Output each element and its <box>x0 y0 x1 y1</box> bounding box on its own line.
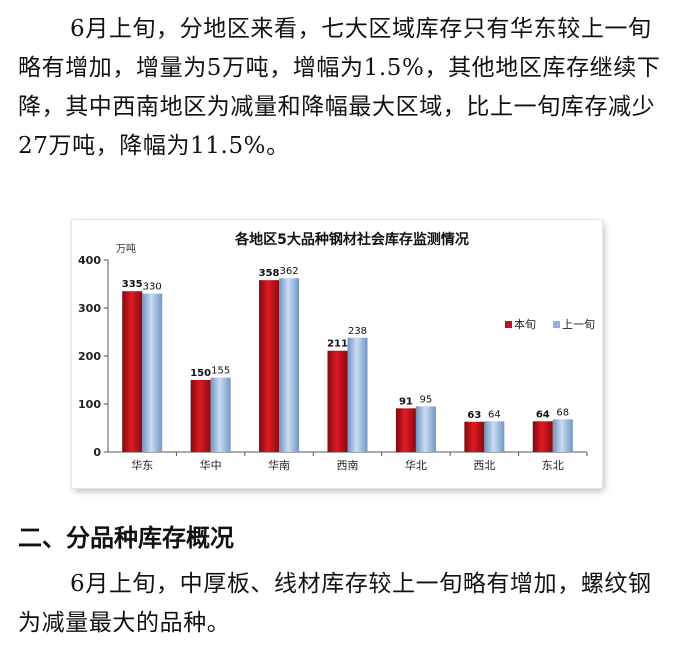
y-tick-label: 200 <box>78 350 101 363</box>
y-tick-label: 100 <box>78 398 101 411</box>
x-category-label: 东北 <box>542 459 564 472</box>
bar-current <box>190 380 211 452</box>
bar-value-label: 63 <box>467 410 481 421</box>
bar-current <box>532 421 553 452</box>
bar-value-label: 95 <box>420 394 433 405</box>
x-category-label: 西南 <box>337 459 359 472</box>
bar-value-label: 64 <box>488 409 501 420</box>
bar-previous <box>142 293 163 452</box>
bar-previous <box>484 421 505 452</box>
y-tick-label: 0 <box>93 446 101 459</box>
y-tick-label: 300 <box>78 302 101 315</box>
x-category-label: 华南 <box>268 458 290 472</box>
bar-value-label: 91 <box>399 396 413 407</box>
bar-value-label: 358 <box>259 268 280 279</box>
chart-title: 各地区5大品种钢材社会库存监测情况 <box>234 231 469 248</box>
bar-previous <box>415 406 436 452</box>
bar-value-label: 155 <box>211 366 230 377</box>
bar-value-label: 238 <box>348 326 367 337</box>
section-heading: 二、分品种库存概况 <box>18 524 234 552</box>
bar-value-label: 362 <box>280 266 299 277</box>
x-category-label: 华北 <box>405 458 427 472</box>
bar-current <box>395 408 416 452</box>
x-category-label: 西北 <box>473 459 495 472</box>
x-category-label: 华东 <box>131 458 153 472</box>
bar-previous <box>210 377 231 452</box>
legend-swatch <box>553 321 560 328</box>
bar-current <box>464 421 485 452</box>
bar-value-label: 211 <box>327 339 348 350</box>
bar-previous <box>279 278 300 452</box>
paragraph-region-inventory: 6月上旬，分地区来看，七大区域库存只有华东较上一旬略有增加，增量为5万吨，增幅为… <box>18 16 661 159</box>
bar-value-label: 64 <box>536 409 550 420</box>
bar-previous <box>552 419 573 452</box>
legend-swatch <box>505 321 512 328</box>
bar-current <box>259 280 280 452</box>
bar-value-label: 68 <box>556 407 569 418</box>
bar-value-label: 330 <box>143 282 162 293</box>
chart-svg: 各地区5大品种钢材社会库存监测情况 万吨 0 100 200 300 400 335 330… <box>78 231 595 472</box>
bar-value-label: 335 <box>122 279 143 290</box>
bar-current <box>327 350 348 452</box>
y-axis-unit-label: 万吨 <box>116 242 136 255</box>
legend-label: 上一旬 <box>562 318 595 331</box>
bar-current <box>122 291 143 452</box>
paragraph-product-inventory: 6月上旬，中厚板、线材库存较上一旬略有增加，螺纹钢为减量最大的品种。 <box>18 571 652 636</box>
x-category-label: 华中 <box>200 458 222 472</box>
bar-previous <box>347 337 368 452</box>
y-tick-label: 400 <box>78 254 101 267</box>
legend-label: 本旬 <box>514 317 536 331</box>
bar-value-label: 150 <box>190 368 211 379</box>
inventory-bar-chart: 各地区5大品种钢材社会库存监测情况 万吨 0 100 200 300 400 335 330… <box>72 220 602 488</box>
